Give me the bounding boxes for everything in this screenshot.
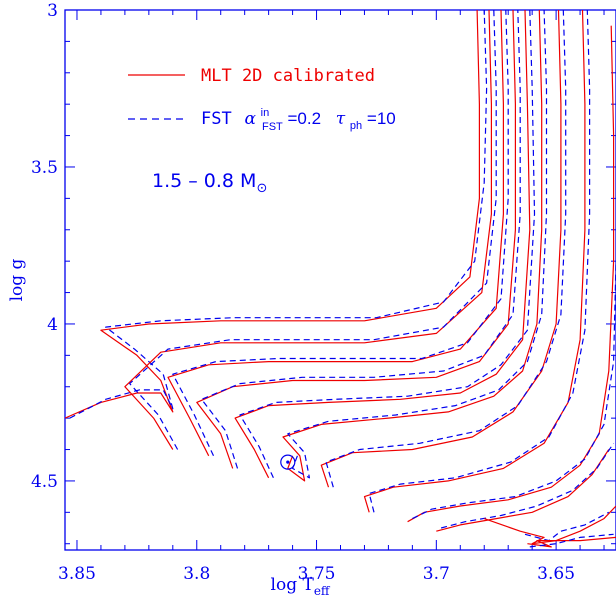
plot-frame <box>64 9 616 551</box>
track-dashed-1.3 <box>172 10 509 457</box>
track-dashed-1 <box>287 10 548 479</box>
y-tick-label: 3.5 <box>31 158 58 178</box>
track-dashed-0.8 <box>368 10 591 513</box>
x-tick-label: 3.8 <box>183 564 210 584</box>
legend-label-fst: FST α in FST =0.2 τ ph =10 <box>201 101 396 134</box>
tick-labels: 3.85 3.8 3.75 3.7 3.65 3 3.5 4 4.5 <box>31 1 575 584</box>
y-axis-label: log g <box>7 258 27 301</box>
sun-marker-ring <box>280 454 296 470</box>
track-solid-1.5 <box>65 10 480 419</box>
track-dashed-1.2 <box>201 10 521 469</box>
track-solid-0.8 <box>363 10 586 513</box>
y-tick-label: 4 <box>47 315 58 335</box>
x-tick-label: 3.75 <box>298 564 336 584</box>
x-tick-label: 3.65 <box>537 564 575 584</box>
y-tick-label: 4.5 <box>31 472 58 492</box>
track-dashed-0.9 <box>325 10 567 488</box>
x-axis-label-sub: eff <box>314 584 331 598</box>
track-solid-1 <box>282 10 543 482</box>
track-solid-1.3 <box>167 10 504 457</box>
x-axis-label: log Teff <box>271 575 331 598</box>
track-series <box>65 10 616 548</box>
track-solid-1.2 <box>196 10 516 469</box>
legend: MLT 2D calibrated FST α in FST =0.2 τ ph… <box>128 66 396 134</box>
track-solid-0.75 <box>407 25 615 523</box>
axis-ticks <box>65 9 616 550</box>
sun-marker-dot <box>286 460 290 464</box>
track-solid-1.1 <box>234 10 531 479</box>
mass-range-annotation: 1.5 – 0.8 M⊙ <box>152 170 267 196</box>
legend-label-mlt: MLT 2D calibrated <box>201 66 375 86</box>
sun-symbol: ⊙ <box>256 181 267 196</box>
track-solid-1.4 <box>124 10 492 450</box>
track-dashed-1.4 <box>129 10 497 450</box>
track-dashed-1.1 <box>239 10 536 479</box>
track-dashed-0.6 <box>529 533 614 548</box>
track-dashed-0.65 <box>524 511 610 542</box>
x-tick-label: 3.85 <box>58 564 96 584</box>
track-solid-0.9 <box>320 10 562 488</box>
sun-position-marker <box>280 454 296 470</box>
track-dashed-0.75 <box>412 261 616 520</box>
track-solid-0.65 <box>484 505 616 545</box>
track-dashed-0.7 <box>440 442 615 529</box>
x-tick-label: 3.7 <box>423 564 450 584</box>
y-tick-label: 3 <box>47 1 58 21</box>
track-solid-0.7 <box>436 449 610 532</box>
track-dashed-1.5 <box>69 10 488 419</box>
